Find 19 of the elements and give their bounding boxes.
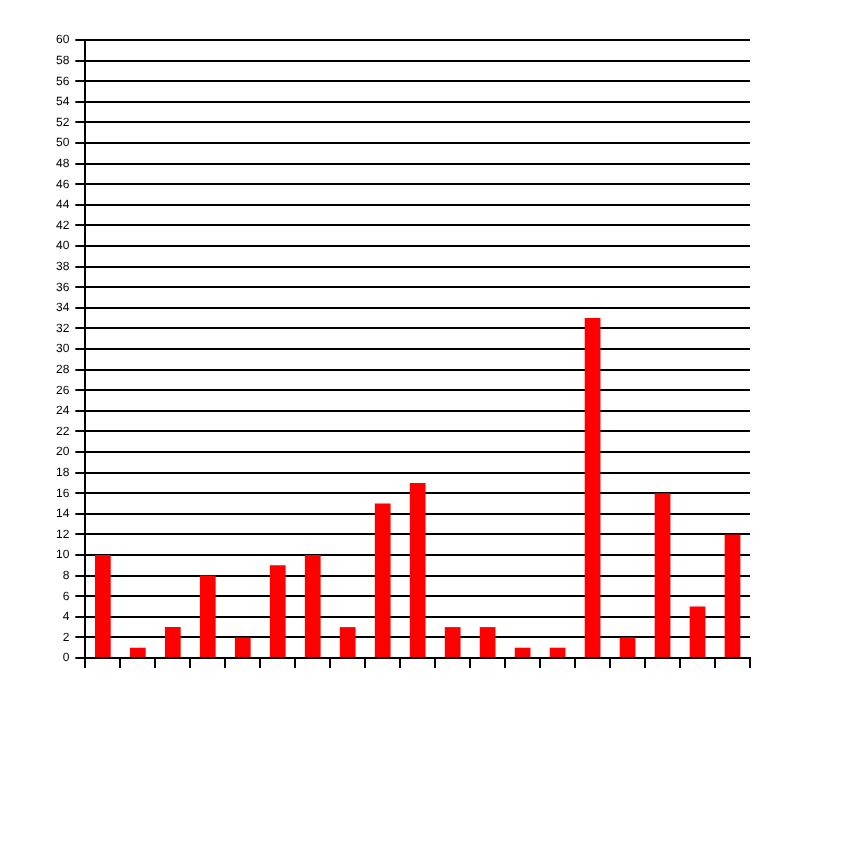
bar (374, 503, 391, 657)
bar (129, 647, 146, 657)
bar (234, 637, 251, 657)
bar (339, 627, 356, 657)
bar (654, 493, 671, 657)
bar (549, 647, 566, 657)
bar (619, 637, 636, 657)
bar (409, 482, 426, 657)
bar (164, 627, 181, 657)
bar (199, 575, 216, 657)
bar (514, 647, 531, 657)
bar (689, 606, 706, 657)
bar (304, 555, 321, 657)
bar (724, 534, 741, 657)
bar (269, 565, 286, 657)
bar (94, 555, 111, 657)
bar (479, 627, 496, 657)
bar (444, 627, 461, 657)
bar (584, 318, 601, 657)
